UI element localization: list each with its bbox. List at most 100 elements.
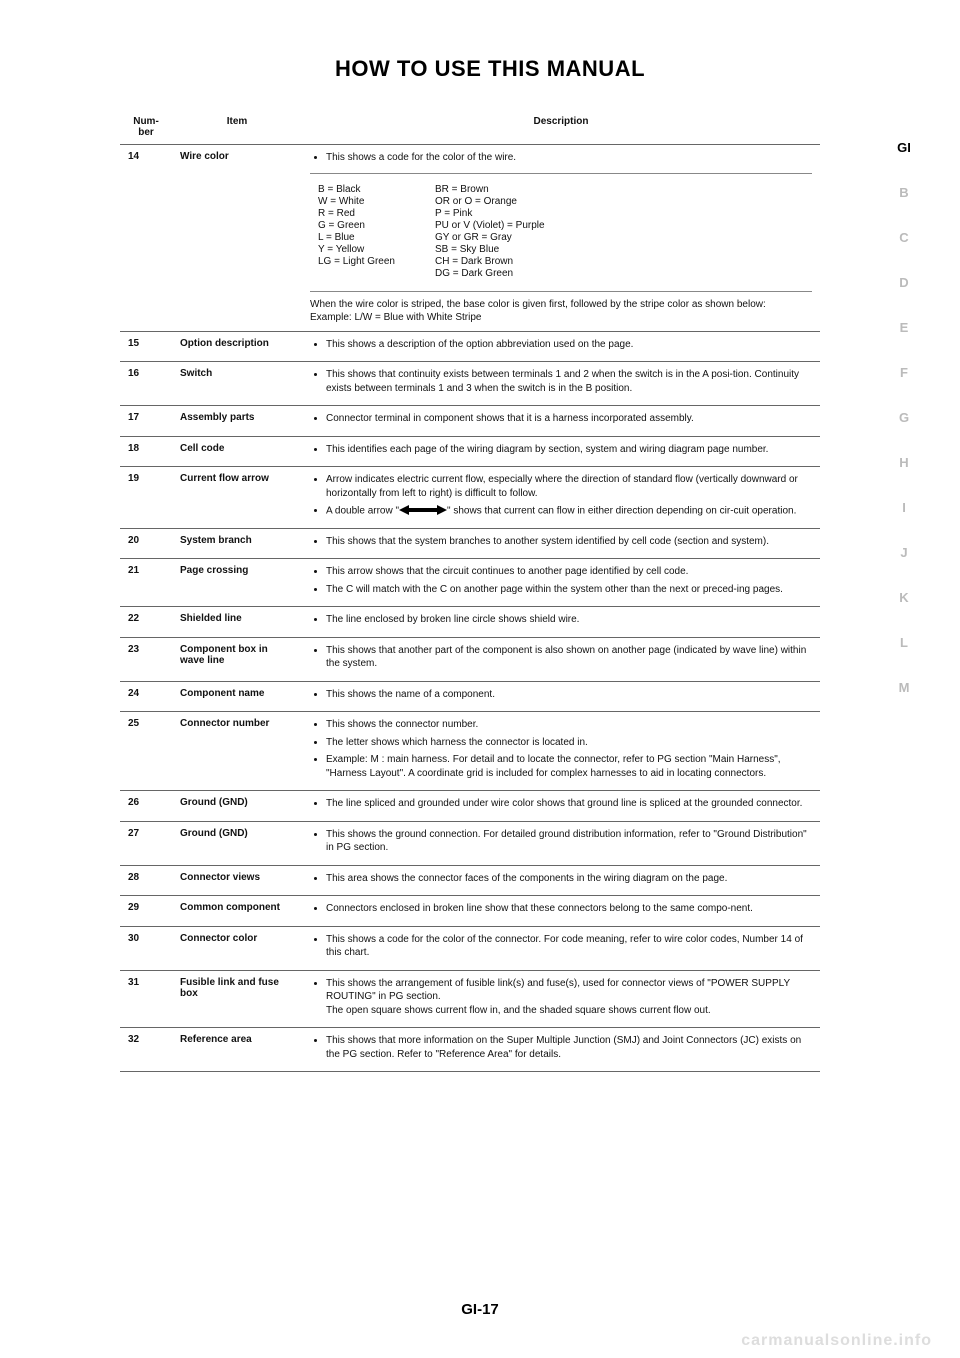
row-description: The line spliced and grounded under wire… [302, 791, 820, 822]
tab-b[interactable]: B [888, 185, 920, 200]
desc-bullet: The line spliced and grounded under wire… [326, 797, 812, 811]
th-number: Num- ber [120, 110, 172, 145]
row-number: 20 [120, 528, 172, 559]
row-item: Current flow arrow [172, 467, 302, 529]
table-row: 21Page crossing This arrow shows that the… [120, 559, 820, 607]
row-item: Wire color [172, 145, 302, 332]
wire-color-code: DG = Dark Green [435, 268, 545, 279]
row-number: 14 [120, 145, 172, 332]
table-row: 26Ground (GND) The line spliced and groun… [120, 791, 820, 822]
row-item: Fusible link and fuse box [172, 970, 302, 1028]
row-number: 27 [120, 821, 172, 865]
row-item: Ground (GND) [172, 821, 302, 865]
desc-line: Example: L/W = Blue with White Stripe [310, 311, 812, 325]
row-item: System branch [172, 528, 302, 559]
wire-color-code: LG = Light Green [318, 256, 395, 267]
th-description: Description [302, 110, 820, 145]
desc-bullet: This shows a description of the option a… [326, 338, 812, 352]
wire-color-codes: B = BlackW = WhiteR = RedG = GreenL = Bl… [310, 180, 812, 283]
row-item: Page crossing [172, 559, 302, 607]
row-item: Switch [172, 362, 302, 406]
wire-color-code: G = Green [318, 220, 395, 231]
desc-bullet: This shows that another part of the comp… [326, 644, 812, 671]
watermark: carmanualsonline.info [741, 1332, 932, 1350]
table-row: 23Component box in wave line This shows t… [120, 637, 820, 681]
th-item: Item [172, 110, 302, 145]
row-item: Assembly parts [172, 406, 302, 437]
desc-bullet: This area shows the connector faces of t… [326, 872, 812, 886]
row-number: 18 [120, 436, 172, 467]
double-arrow-icon [399, 504, 447, 518]
tab-j[interactable]: J [888, 545, 920, 560]
row-item: Ground (GND) [172, 791, 302, 822]
table-row: 22Shielded lineThe line enclosed by brok… [120, 607, 820, 638]
row-item: Connector color [172, 926, 302, 970]
row-number: 31 [120, 970, 172, 1028]
wire-color-code: GY or GR = Gray [435, 232, 545, 243]
row-description: This shows the connector number.The lett… [302, 712, 820, 791]
tab-c[interactable]: C [888, 230, 920, 245]
tab-k[interactable]: K [888, 590, 920, 605]
wire-color-code: P = Pink [435, 208, 545, 219]
row-number: 25 [120, 712, 172, 791]
row-number: 24 [120, 681, 172, 712]
wire-color-code: SB = Sky Blue [435, 244, 545, 255]
wire-color-code: PU or V (Violet) = Purple [435, 220, 545, 231]
table-row: 29Common componentConnectors enclosed in… [120, 896, 820, 927]
tab-h[interactable]: H [888, 455, 920, 470]
desc-bullet: Example: M : main harness. For detail an… [326, 753, 812, 780]
tab-l[interactable]: L [888, 635, 920, 650]
table-row: 27Ground (GND)This shows the ground conn… [120, 821, 820, 865]
row-description: This shows a code for the color of the w… [302, 145, 820, 332]
row-number: 17 [120, 406, 172, 437]
tab-g[interactable]: G [888, 410, 920, 425]
desc-bullet: This shows that continuity exists betwee… [326, 368, 812, 395]
desc-bullet: The line enclosed by broken line circle … [326, 613, 812, 627]
desc-bullet: Arrow indicates electric current flow, e… [326, 473, 812, 500]
row-description: Connector terminal in component shows th… [302, 406, 820, 437]
row-description: This shows that the system branches to a… [302, 528, 820, 559]
row-description: This identifies each page of the wiring … [302, 436, 820, 467]
row-item: Component name [172, 681, 302, 712]
desc-bullet: A double arrow "" shows that current can… [326, 504, 812, 518]
row-item: Connector views [172, 865, 302, 896]
row-number: 32 [120, 1028, 172, 1072]
desc-bullet: The letter shows which harness the conne… [326, 736, 812, 750]
wire-color-code: L = Blue [318, 232, 395, 243]
desc-bullet: This shows the name of a component. [326, 688, 812, 702]
tab-m[interactable]: M [888, 680, 920, 695]
row-description: Connectors enclosed in broken line show … [302, 896, 820, 927]
row-description: This shows a code for the color of the c… [302, 926, 820, 970]
row-item: Component box in wave line [172, 637, 302, 681]
row-description: This shows that another part of the comp… [302, 637, 820, 681]
wire-color-code: B = Black [318, 184, 395, 195]
row-description: This shows that continuity exists betwee… [302, 362, 820, 406]
section-index-tabs: GI B C D E F G H I J K L M [888, 140, 920, 695]
table-row: 24Component name This shows the name of a… [120, 681, 820, 712]
tab-f[interactable]: F [888, 365, 920, 380]
row-number: 29 [120, 896, 172, 927]
tab-d[interactable]: D [888, 275, 920, 290]
row-item: Cell code [172, 436, 302, 467]
wire-color-code: Y = Yellow [318, 244, 395, 255]
table-row: 14Wire color This shows a code for the co… [120, 145, 820, 332]
row-item: Connector number [172, 712, 302, 791]
table-row: 28Connector views This area shows the con… [120, 865, 820, 896]
desc-bullet: This arrow shows that the circuit contin… [326, 565, 812, 579]
row-description: The line enclosed by broken line circle … [302, 607, 820, 638]
tab-i[interactable]: I [888, 500, 920, 515]
tab-e[interactable]: E [888, 320, 920, 335]
desc-bullet: This shows that the system branches to a… [326, 535, 812, 549]
row-number: 16 [120, 362, 172, 406]
tab-gi[interactable]: GI [888, 140, 920, 155]
row-number: 26 [120, 791, 172, 822]
page-number: GI-17 [0, 1301, 960, 1318]
row-number: 28 [120, 865, 172, 896]
row-description: This shows a description of the option a… [302, 331, 820, 362]
row-number: 21 [120, 559, 172, 607]
row-item: Common component [172, 896, 302, 927]
desc-bullet: This shows a code for the color of the w… [326, 151, 812, 165]
table-row: 25Connector numberThis shows the connect… [120, 712, 820, 791]
row-number: 23 [120, 637, 172, 681]
wire-color-code: OR or O = Orange [435, 196, 545, 207]
